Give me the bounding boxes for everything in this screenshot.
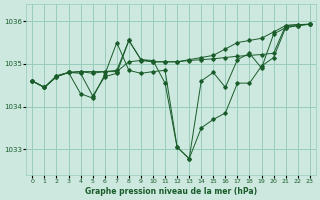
X-axis label: Graphe pression niveau de la mer (hPa): Graphe pression niveau de la mer (hPa)	[85, 187, 257, 196]
